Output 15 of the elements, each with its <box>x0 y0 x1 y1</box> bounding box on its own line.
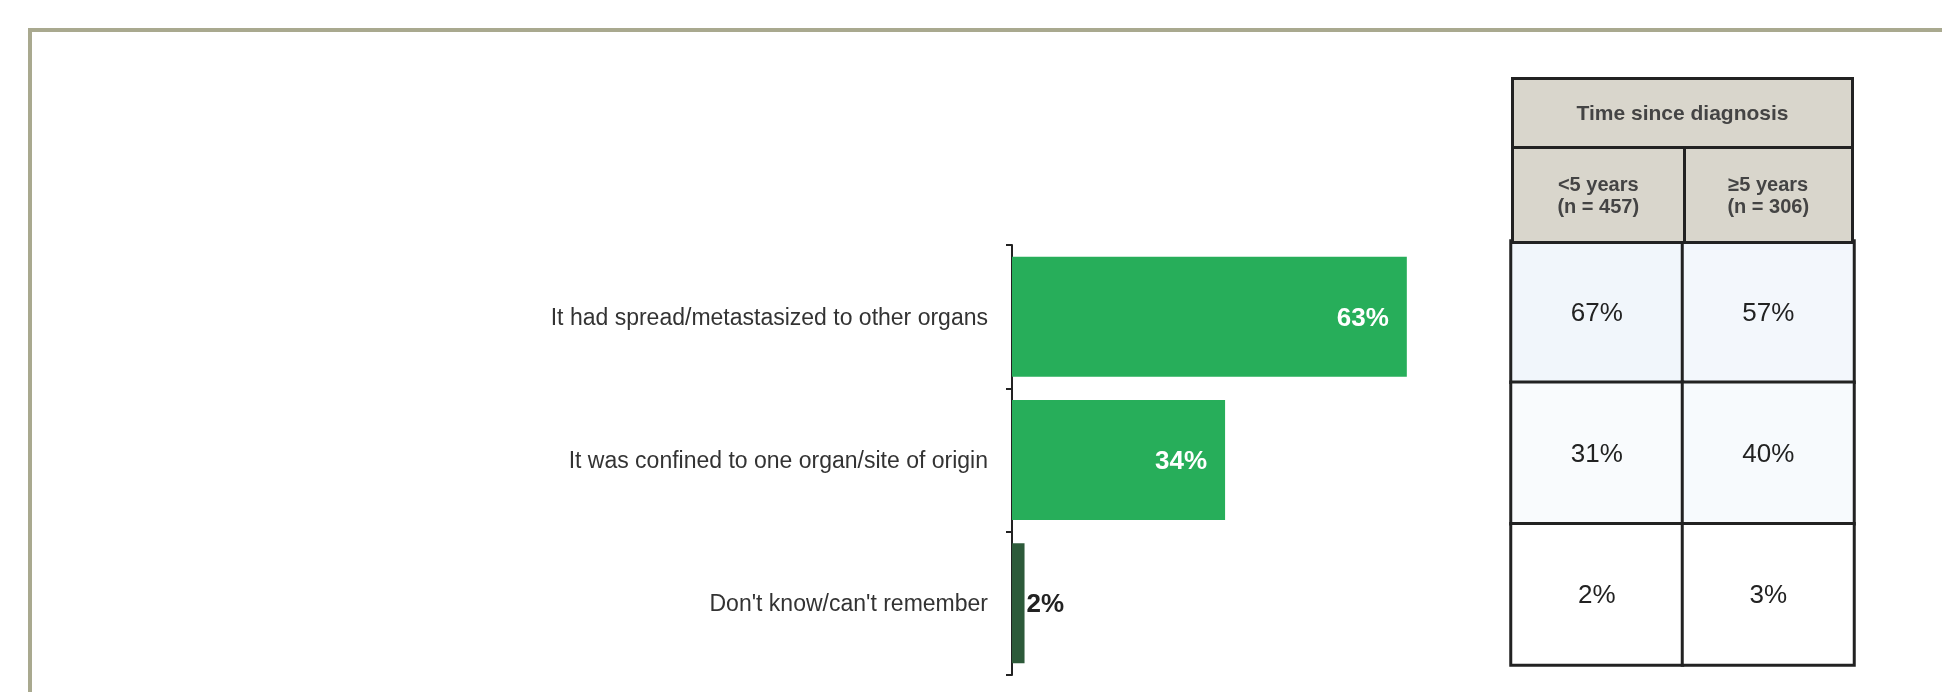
data-label: 2% <box>1577 579 1616 610</box>
data-label: 3% <box>1749 579 1788 610</box>
x-tick-label: <5 years (n = 457) <box>1511 146 1686 244</box>
x-tick-label: ≥5 years (n = 306) <box>1682 146 1854 244</box>
data-label: 40% <box>1742 438 1795 468</box>
data-label: 2% <box>1026 588 1065 619</box>
data-label: 31% <box>1570 438 1623 468</box>
y-tick-label: It was confined to one organ/site of origin <box>568 447 988 473</box>
y-tick-label: Don't know/can't remember <box>709 590 989 617</box>
y-tick-label: It had spread/metastasized to other organs <box>550 303 988 330</box>
data-label: 57% <box>1742 296 1795 327</box>
data-label: 34% <box>1155 445 1208 475</box>
chart-title: Time since diagnosis <box>1511 77 1854 149</box>
data-label: 67% <box>1570 296 1623 327</box>
data-label: 63% <box>1336 301 1389 332</box>
